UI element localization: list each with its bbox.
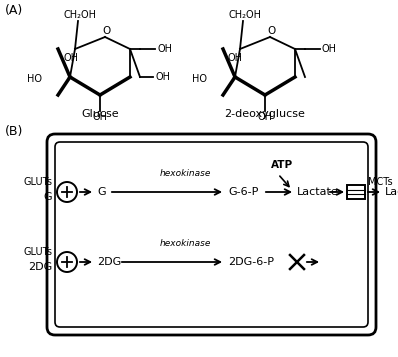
Text: G: G [43, 192, 52, 202]
Text: CH₂OH: CH₂OH [228, 10, 261, 20]
Text: OH: OH [63, 53, 78, 63]
Text: 2DG-6-P: 2DG-6-P [228, 257, 274, 267]
Text: OH: OH [258, 112, 273, 122]
Text: CH₂OH: CH₂OH [64, 10, 96, 20]
Circle shape [57, 252, 77, 272]
Text: 2DG: 2DG [97, 257, 121, 267]
Text: OH: OH [322, 44, 337, 54]
Text: HO: HO [192, 74, 207, 84]
Text: OH: OH [92, 112, 107, 122]
Text: Lactate: Lactate [385, 187, 398, 197]
Text: O: O [267, 26, 276, 36]
Text: 2-deoxyglucse: 2-deoxyglucse [224, 109, 305, 119]
Circle shape [57, 182, 77, 202]
Text: HO: HO [27, 74, 42, 84]
Text: (B): (B) [5, 125, 23, 138]
Text: GLUTs: GLUTs [23, 247, 52, 257]
Text: G: G [97, 187, 105, 197]
Text: OH: OH [155, 72, 170, 82]
Text: GLUTs: GLUTs [23, 177, 52, 187]
Text: G-6-P: G-6-P [228, 187, 258, 197]
Text: O: O [102, 26, 111, 36]
Text: hexokinase: hexokinase [159, 239, 211, 248]
Text: 2DG: 2DG [28, 262, 52, 272]
Text: ATP: ATP [271, 160, 293, 170]
Text: (A): (A) [5, 4, 23, 17]
Text: Glucse: Glucse [81, 109, 119, 119]
Text: OH: OH [228, 53, 243, 63]
Text: MCTs: MCTs [368, 177, 392, 187]
Bar [347, 185, 365, 199]
Text: OH: OH [157, 44, 172, 54]
Text: Lactate: Lactate [297, 187, 339, 197]
Text: hexokinase: hexokinase [159, 169, 211, 178]
